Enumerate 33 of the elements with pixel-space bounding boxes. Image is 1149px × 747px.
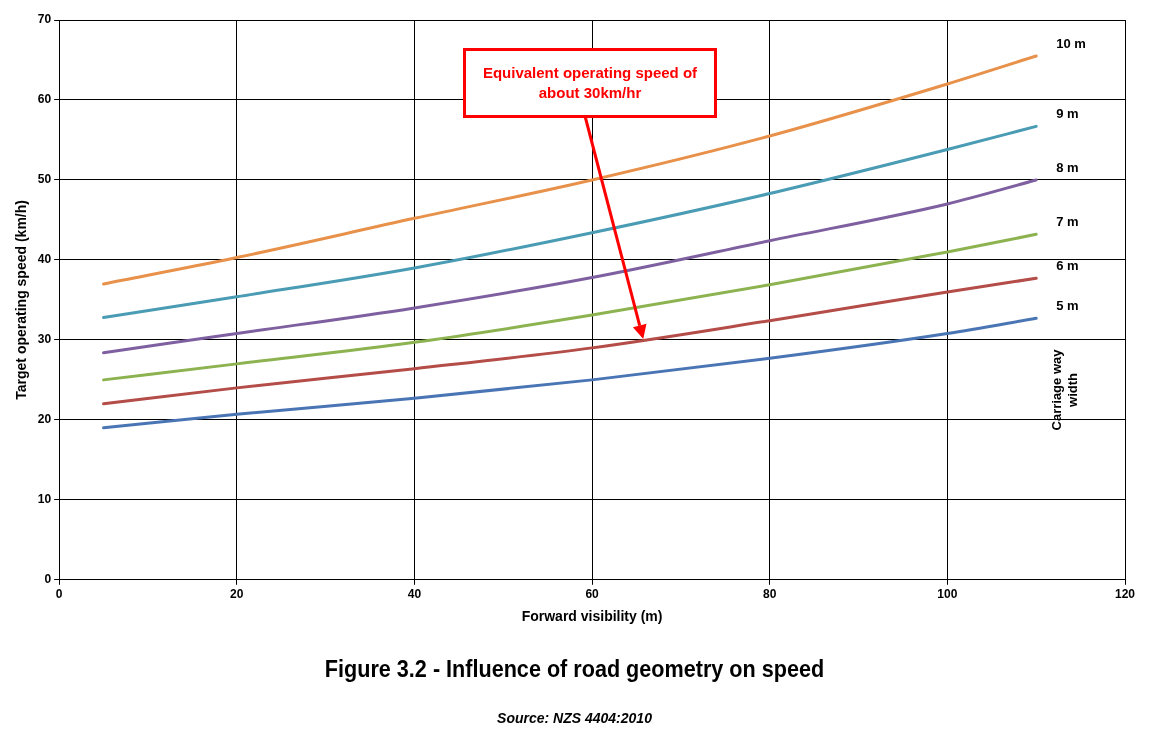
series-label: 10 m — [1056, 35, 1086, 51]
series-label: 5 m — [1056, 297, 1079, 313]
series-label: 9 m — [1056, 105, 1079, 121]
line-series — [102, 178, 1038, 355]
x-tick-label: 100 — [937, 587, 958, 602]
y-tick-label: 10 — [37, 492, 52, 507]
line-series — [102, 316, 1038, 430]
line-series — [102, 232, 1038, 382]
x-tick-label: 60 — [585, 587, 600, 602]
y-tick-label: 60 — [37, 92, 52, 107]
source-note: Source: NZS 4404:2010 — [496, 710, 653, 726]
y-axis-title: Target operating speed (km/h) — [13, 200, 30, 400]
line-series — [102, 276, 1038, 406]
y-tick-label: 0 — [44, 572, 52, 587]
y-tick-label: 40 — [37, 252, 52, 267]
y-tick-label: 50 — [37, 172, 52, 187]
text: Figure 3.2 - Influence of road geometry on speed — [323, 655, 826, 683]
x-axis-title: Forward visibility (m) — [521, 608, 663, 625]
series-label: 8 m — [1056, 159, 1079, 175]
legend-title: Carriage way width — [1048, 348, 1080, 431]
y-tick-label: 70 — [37, 12, 52, 27]
x-tick-label: 20 — [230, 587, 244, 602]
series-label: 6 m — [1056, 257, 1079, 273]
y-tick-label: 30 — [37, 332, 52, 347]
series-label: 7 m — [1056, 213, 1079, 229]
x-tick-label: 0 — [55, 587, 63, 602]
y-tick-label: 20 — [37, 412, 52, 427]
x-tick-label: 80 — [763, 587, 777, 602]
x-tick-label: 40 — [407, 587, 422, 602]
annotation: Equivalent operating speed of about 30km/hr — [463, 48, 717, 118]
line-series — [102, 124, 1038, 319]
x-tick-label: 120 — [1114, 587, 1136, 602]
line-series — [102, 54, 1038, 286]
